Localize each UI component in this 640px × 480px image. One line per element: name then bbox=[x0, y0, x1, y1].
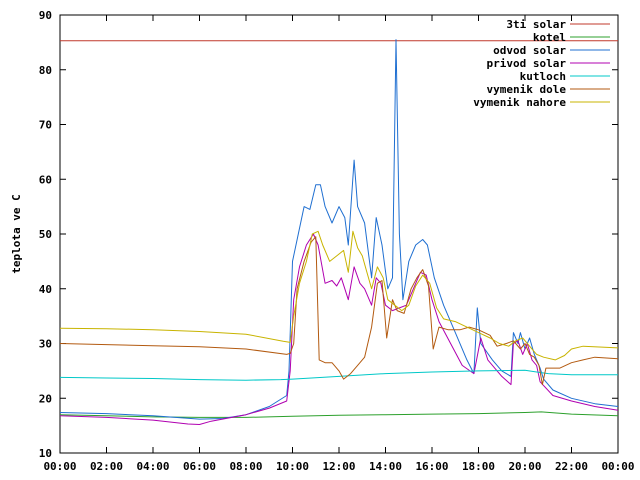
x-tick-label: 18:00 bbox=[462, 460, 495, 473]
x-tick-label: 14:00 bbox=[369, 460, 402, 473]
legend-label: odvod solar bbox=[493, 44, 566, 57]
x-tick-label: 12:00 bbox=[322, 460, 355, 473]
series-line-1 bbox=[59, 411, 619, 418]
x-tick-label: 02:00 bbox=[90, 460, 123, 473]
x-tick-label: 08:00 bbox=[229, 460, 262, 473]
series-lines bbox=[59, 39, 619, 425]
series-line-5 bbox=[59, 236, 619, 386]
legend-label: vymenik nahore bbox=[473, 96, 566, 109]
x-tick-label: 10:00 bbox=[276, 460, 309, 473]
y-tick-label: 30 bbox=[39, 338, 52, 351]
y-tick-label: 20 bbox=[39, 392, 52, 405]
axis-ticks: 10 20 30 40 50 60 70 80 90 00:00 02:00 04:00 06:00 08… bbox=[39, 9, 635, 473]
legend-label: kotel bbox=[533, 31, 566, 44]
x-tick-label: 04:00 bbox=[136, 460, 169, 473]
series-line-2 bbox=[59, 39, 619, 420]
legend-label: privod solar bbox=[487, 57, 567, 70]
x-tick-label: 00:00 bbox=[601, 460, 634, 473]
y-tick-label: 10 bbox=[39, 447, 52, 460]
legend-label: kutloch bbox=[520, 70, 566, 83]
series-line-4 bbox=[59, 369, 618, 381]
series-line-3 bbox=[59, 233, 619, 425]
legend-label: 3ti solar bbox=[506, 18, 566, 31]
series-line-6 bbox=[59, 230, 619, 361]
y-tick-label: 50 bbox=[39, 228, 52, 241]
y-tick-label: 90 bbox=[39, 9, 52, 22]
y-axis-label: teplota ve C bbox=[10, 194, 23, 273]
y-tick-label: 80 bbox=[39, 64, 52, 77]
x-tick-label: 16:00 bbox=[415, 460, 448, 473]
x-tick-label: 00:00 bbox=[43, 460, 76, 473]
legend-label: vymenik dole bbox=[487, 83, 567, 96]
y-tick-label: 60 bbox=[39, 173, 52, 186]
y-tick-label: 70 bbox=[39, 119, 52, 132]
x-tick-label: 20:00 bbox=[508, 460, 541, 473]
x-tick-label: 22:00 bbox=[555, 460, 588, 473]
x-tick-label: 06:00 bbox=[183, 460, 216, 473]
y-tick-label: 40 bbox=[39, 283, 52, 296]
